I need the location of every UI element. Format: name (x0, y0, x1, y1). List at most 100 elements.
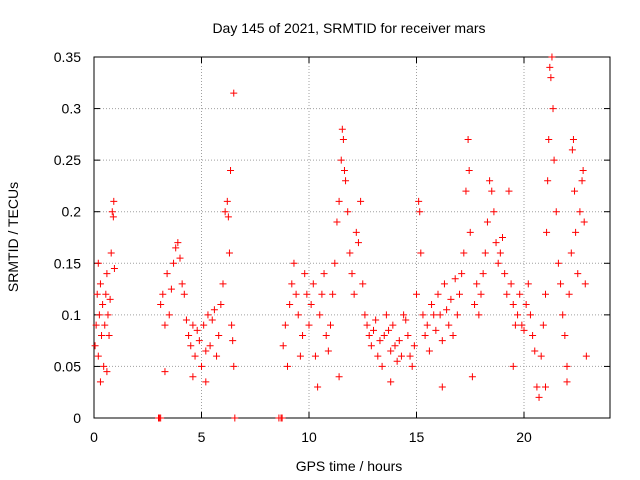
data-point (425, 347, 433, 355)
data-point (303, 290, 311, 298)
data-point (406, 352, 414, 360)
data-point (542, 290, 549, 298)
data-point (187, 342, 195, 350)
data-point (215, 331, 223, 339)
data-point (549, 105, 557, 113)
data-point (445, 321, 453, 329)
data-point (578, 177, 586, 185)
y-tick-label: 0.15 (54, 255, 81, 271)
x-tick-label: 5 (198, 429, 206, 445)
data-point (569, 136, 577, 144)
chart-title: Day 145 of 2021, SRMTID for receiver mar… (212, 20, 485, 36)
data-point (329, 290, 337, 298)
data-point (91, 342, 99, 350)
data-point (290, 259, 298, 267)
data-point (563, 362, 571, 370)
data-point (299, 331, 307, 339)
x-tick-label: 15 (409, 429, 425, 445)
data-point (438, 383, 446, 391)
data-point (193, 326, 201, 334)
data-point (104, 311, 112, 319)
data-point (486, 177, 494, 185)
data-point (393, 357, 401, 365)
data-point (354, 239, 362, 247)
data-point (490, 208, 498, 216)
data-point (95, 311, 103, 319)
data-point (110, 264, 118, 272)
data-point (230, 89, 238, 97)
data-point (176, 254, 184, 262)
data-point (100, 362, 108, 370)
data-point (483, 218, 491, 226)
data-point (103, 368, 111, 376)
data-point (537, 352, 545, 360)
data-point (499, 234, 506, 241)
data-point (391, 342, 399, 350)
data-point (311, 352, 319, 360)
data-point (520, 326, 528, 334)
data-point (580, 218, 588, 226)
data-point (92, 321, 100, 329)
data-point (539, 321, 547, 329)
data-point (180, 290, 188, 298)
data-point (305, 321, 313, 329)
data-point (533, 383, 541, 391)
data-point (110, 197, 118, 205)
data-point (434, 290, 442, 298)
data-point (572, 228, 580, 236)
data-point (501, 270, 509, 278)
data-point (206, 342, 214, 350)
data-point (370, 326, 377, 334)
data-point (438, 337, 446, 345)
data-point (339, 136, 347, 144)
data-point (397, 352, 405, 360)
data-point (159, 290, 167, 298)
data-point (161, 368, 169, 376)
data-point (494, 259, 502, 267)
data-point (550, 156, 558, 164)
data-point (363, 321, 371, 329)
data-point (395, 337, 403, 345)
data-point (157, 414, 165, 422)
data-point (554, 259, 562, 267)
data-point (417, 249, 425, 257)
data-point (346, 249, 354, 257)
data-point (314, 383, 322, 391)
data-point (547, 74, 555, 82)
data-point (567, 249, 575, 257)
data-point (481, 249, 489, 257)
data-point (101, 321, 109, 329)
data-point (552, 208, 560, 216)
x-tick-label: 0 (90, 429, 98, 445)
data-point (357, 197, 365, 205)
data-point (509, 301, 517, 309)
data-point (335, 197, 343, 205)
data-point (107, 249, 115, 257)
data-point (400, 311, 408, 319)
data-point (331, 259, 339, 267)
data-point (337, 156, 345, 164)
data-point (227, 166, 235, 174)
data-point (210, 306, 218, 314)
data-point (526, 311, 534, 319)
data-point (372, 316, 380, 324)
data-point (161, 321, 169, 329)
data-point (178, 280, 186, 288)
data-point (202, 347, 210, 355)
x-tick-label: 10 (301, 429, 317, 445)
data-point (378, 362, 386, 370)
data-point (279, 342, 287, 350)
data-point (189, 373, 197, 381)
data-point (492, 239, 500, 247)
data-point (348, 270, 356, 278)
data-point (423, 321, 431, 329)
data-point (342, 177, 350, 185)
data-point (415, 197, 423, 205)
data-point (352, 228, 360, 236)
data-point (286, 301, 294, 309)
data-point (182, 316, 190, 324)
x-tick-label: 20 (516, 429, 532, 445)
y-tick-label: 0.2 (62, 204, 82, 220)
